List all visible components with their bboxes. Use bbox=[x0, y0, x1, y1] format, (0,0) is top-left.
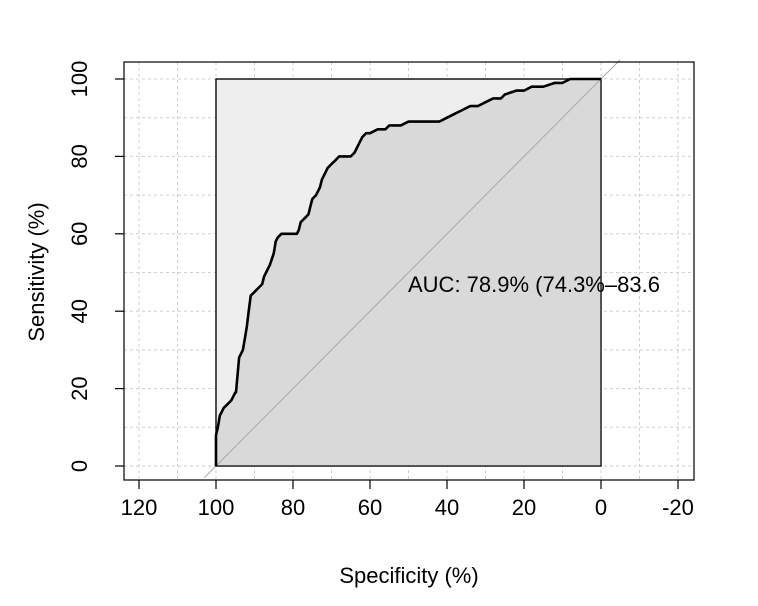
x-tick-label: 40 bbox=[435, 495, 459, 520]
y-tick-label: 60 bbox=[67, 222, 92, 246]
x-axis-label: Specificity (%) bbox=[339, 563, 478, 588]
diagonal-reference-line bbox=[204, 59, 621, 478]
x-tick-label: 20 bbox=[512, 495, 536, 520]
auc-annotation: AUC: 78.9% (74.3%–83.6 bbox=[408, 272, 660, 297]
auc-region-border bbox=[215, 78, 602, 467]
roc-curve bbox=[214, 77, 601, 466]
y-tick-label: 20 bbox=[67, 376, 92, 400]
y-tick-label: 100 bbox=[67, 61, 92, 98]
x-tick-label: 100 bbox=[198, 495, 235, 520]
x-axis: 120 100 80 60 40 20 0 -20 bbox=[121, 480, 694, 520]
y-tick-label: 0 bbox=[67, 460, 92, 472]
y-tick-label: 40 bbox=[67, 299, 92, 323]
y-tick-label: 80 bbox=[67, 144, 92, 168]
x-tick-label: 60 bbox=[358, 495, 382, 520]
plot-box bbox=[123, 61, 695, 481]
x-tick-label: 0 bbox=[595, 495, 607, 520]
y-axis-label: Sensitivity (%) bbox=[24, 202, 49, 341]
y-axis: 0 20 40 60 80 100 bbox=[67, 61, 124, 472]
x-tick-label: -20 bbox=[662, 495, 694, 520]
x-tick-label: 120 bbox=[121, 495, 158, 520]
x-tick-label: 80 bbox=[281, 495, 305, 520]
